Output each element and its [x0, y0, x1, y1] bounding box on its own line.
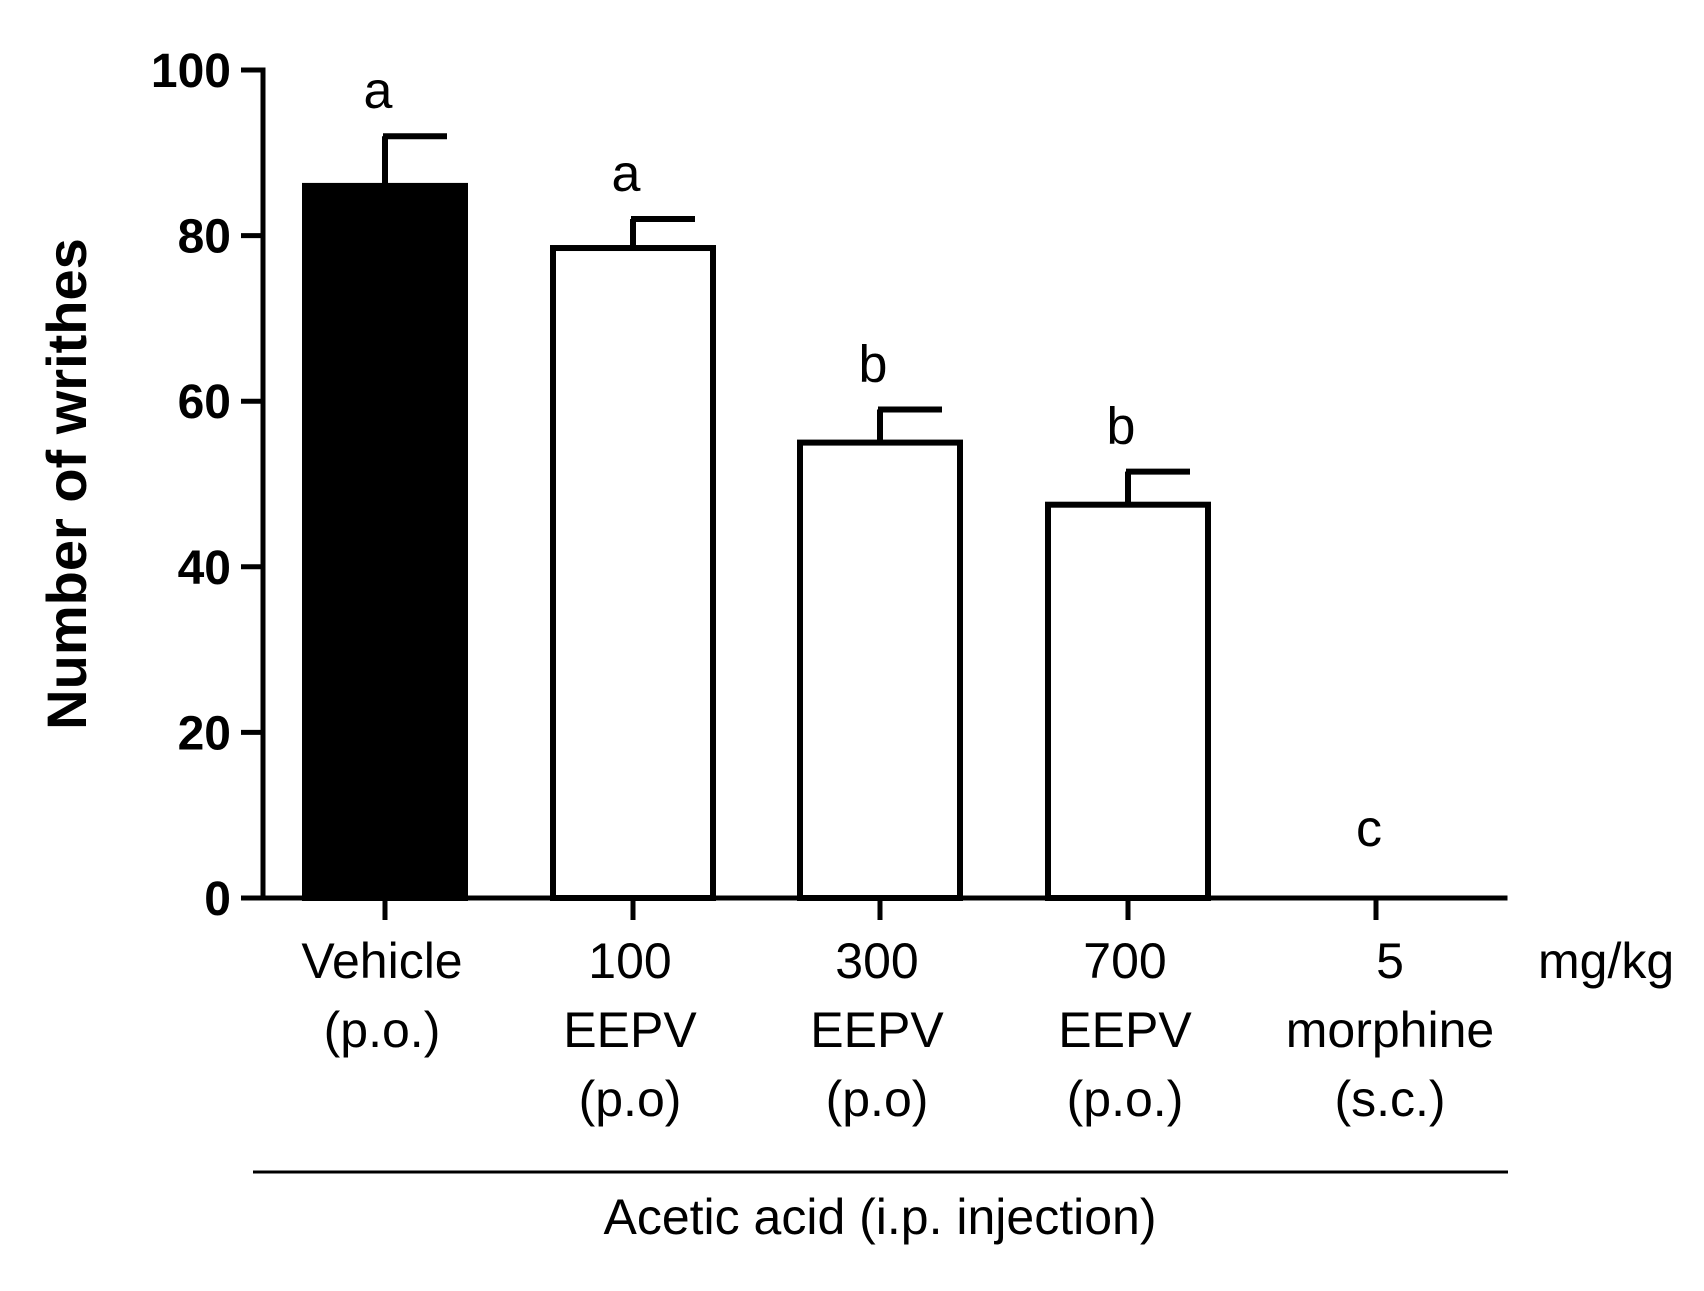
- significance-letter: a: [612, 145, 641, 203]
- bar: [797, 439, 963, 901]
- bar: [1045, 501, 1211, 901]
- y-tick-label: 100: [151, 45, 231, 98]
- y-tick-label: 80: [178, 211, 231, 264]
- significance-letter: c: [1356, 800, 1382, 858]
- y-ticks-group: 0 20 40 60 80 100: [151, 45, 263, 926]
- y-tick-label: 40: [178, 542, 231, 595]
- x-tick-label: 300 EEPV (p.o): [810, 933, 944, 1127]
- x-tick-label: 5 morphine (s.c.): [1286, 933, 1494, 1127]
- bar: [302, 182, 468, 902]
- y-tick-label: 0: [204, 873, 231, 926]
- x-tick-label: Vehicle (p.o.): [301, 933, 462, 1058]
- error-bars-group: [382, 133, 1190, 505]
- group-label: Acetic acid (i.p. injection): [603, 1189, 1156, 1245]
- bar: [550, 245, 716, 901]
- significance-letter: b: [1107, 398, 1136, 456]
- x-tick-label: 700 EEPV (p.o.): [1058, 933, 1192, 1127]
- y-tick-label: 60: [178, 376, 231, 429]
- y-axis-label: Number of writhes: [35, 238, 98, 730]
- significance-letter: a: [364, 62, 393, 120]
- x-tick-labels-group: Vehicle (p.o.) 100 EEPV (p.o) 300 EEPV (p.o) 700…: [301, 933, 1494, 1127]
- y-tick-label: 20: [178, 707, 231, 760]
- significance-letter: b: [859, 335, 888, 393]
- unit-label: mg/kg: [1538, 933, 1674, 989]
- bars-group: [302, 182, 1211, 902]
- significance-letters-group: a a b b c: [364, 62, 1382, 858]
- x-tick-label: 100 EEPV (p.o): [563, 933, 697, 1127]
- x-ticks-group: [382, 898, 1379, 920]
